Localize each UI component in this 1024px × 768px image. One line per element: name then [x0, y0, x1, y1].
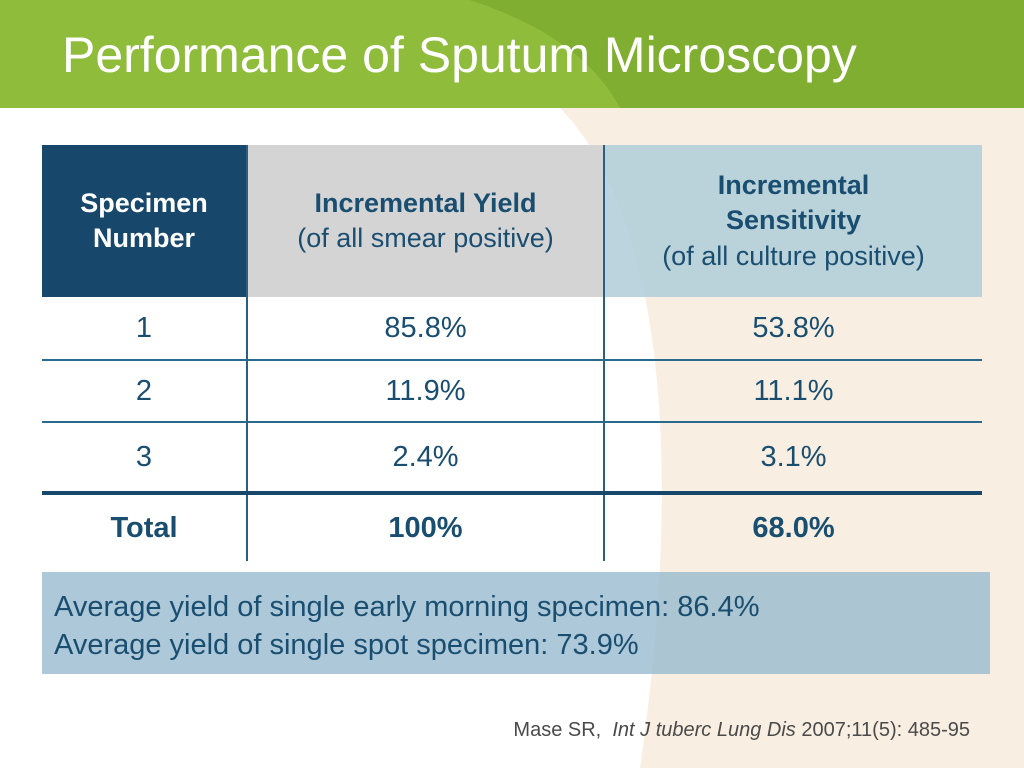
specimen-number-cell: 1 — [42, 297, 247, 361]
citation-author: Mase SR, — [513, 719, 602, 741]
header-label: Specimen Number — [80, 187, 208, 253]
specimen-number-cell: 2 — [42, 360, 247, 423]
table-row: 1 85.8% 53.8% — [42, 297, 982, 361]
note-line: Average yield of single spot specimen: 7… — [54, 629, 639, 661]
citation: Mase SR, Int J tuberc Lung Dis 2007;11(5… — [513, 719, 970, 742]
citation-details: 2007;11(5): 485-95 — [801, 719, 970, 741]
summary-note-box: Average yield of single early morning sp… — [42, 572, 990, 674]
page-title: Performance of Sputum Microscopy — [62, 27, 857, 83]
total-row: Total 100% 68.0% — [42, 493, 982, 561]
header-label: Incremental Sensitivity — [717, 170, 870, 236]
sensitivity-cell: 3.1% — [603, 422, 982, 495]
table-row: 3 2.4% 3.1% — [42, 422, 982, 495]
yield-cell: 85.8% — [246, 297, 604, 361]
header-specimen-number: Specimen Number — [42, 145, 247, 297]
total-yield-cell: 100% — [246, 493, 604, 561]
citation-journal: Int J tuberc Lung Dis — [612, 719, 796, 741]
results-table: Specimen Number Incremental Yield (of al… — [42, 145, 982, 561]
total-sensitivity-cell: 68.0% — [603, 493, 982, 561]
table-row: 2 11.9% 11.1% — [42, 360, 982, 423]
yield-cell: 11.9% — [246, 360, 604, 423]
table-header-row: Specimen Number Incremental Yield (of al… — [42, 145, 982, 297]
header-label: Incremental Yield — [314, 187, 537, 218]
header-incremental-sensitivity: Incremental Sensitivity (of all culture … — [603, 145, 982, 297]
sensitivity-cell: 53.8% — [603, 297, 982, 361]
header-sublabel: (of all culture positive) — [662, 240, 925, 271]
header-sublabel: (of all smear positive) — [297, 223, 554, 253]
sensitivity-cell: 11.1% — [603, 360, 982, 423]
note-line: Average yield of single early morning sp… — [54, 591, 760, 623]
total-label-cell: Total — [110, 511, 178, 544]
specimen-number-cell: 3 — [42, 422, 247, 495]
header-incremental-yield: Incremental Yield (of all smear positive… — [246, 145, 604, 297]
yield-cell: 2.4% — [246, 422, 604, 495]
